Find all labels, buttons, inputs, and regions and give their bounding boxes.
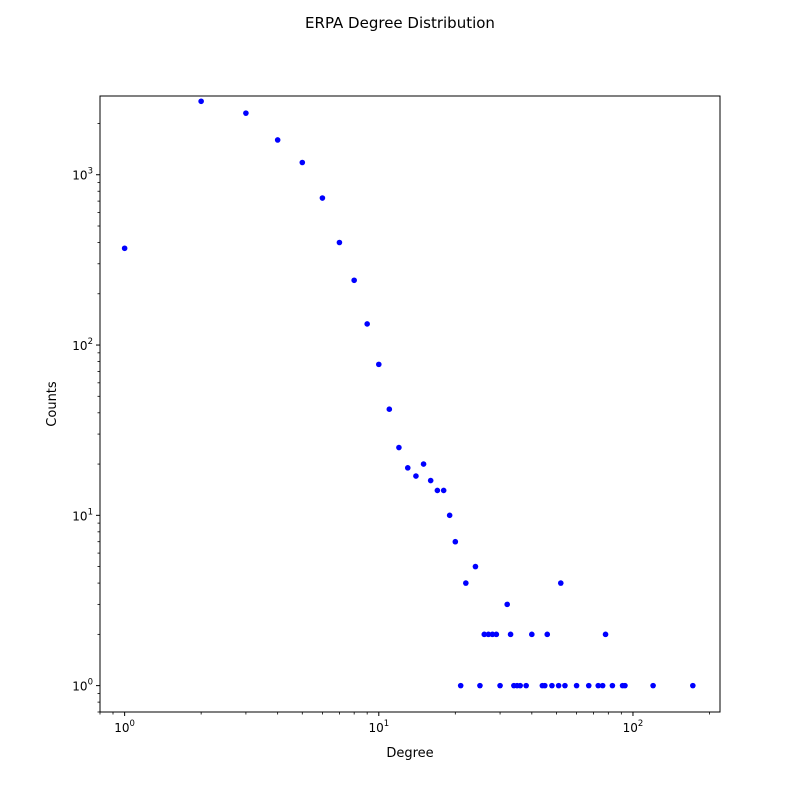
data-point <box>507 631 514 638</box>
data-point <box>472 563 479 570</box>
y-tick-label: 100 <box>72 678 93 694</box>
data-point <box>542 682 548 689</box>
data-point <box>351 277 357 284</box>
plot-area <box>99 95 721 713</box>
data-point <box>555 682 562 689</box>
data-point <box>336 239 343 246</box>
data-point <box>497 682 503 689</box>
x-axis-ticks: 100 101 102 <box>99 712 710 735</box>
data-point <box>446 512 453 519</box>
data-point <box>376 361 382 368</box>
data-point <box>434 487 441 494</box>
data-point <box>557 580 564 586</box>
data-point <box>364 321 370 327</box>
data-point <box>198 98 204 105</box>
data-point <box>562 682 568 689</box>
data-point <box>457 682 464 689</box>
data-point <box>529 631 535 638</box>
data-point <box>544 631 551 638</box>
data-point <box>121 245 128 252</box>
y-axis-ticks: 100 101 102 103 <box>72 123 100 713</box>
data-point <box>243 110 249 116</box>
x-tick-label: 102 <box>623 719 644 735</box>
data-point <box>477 682 483 689</box>
data-point <box>585 682 592 689</box>
y-tick-label: 102 <box>72 337 93 353</box>
chart-title: ERPA Degree Distribution <box>305 14 495 32</box>
data-point <box>463 580 469 586</box>
data-point <box>485 631 492 638</box>
data-point <box>386 406 393 412</box>
data-points <box>121 98 696 689</box>
data-point <box>599 682 606 689</box>
data-point <box>573 682 580 689</box>
data-point <box>504 601 510 608</box>
data-point <box>413 473 419 479</box>
data-point <box>440 487 447 494</box>
data-point <box>523 682 529 689</box>
data-point <box>420 461 427 467</box>
data-point <box>274 137 281 143</box>
data-point <box>493 631 500 638</box>
x-tick-label: 100 <box>114 719 135 735</box>
y-axis-label: Counts <box>45 381 60 427</box>
data-point <box>396 444 402 451</box>
data-point <box>404 465 411 471</box>
x-axis-label: Degree <box>386 746 433 761</box>
data-point <box>549 682 555 689</box>
data-point <box>299 159 306 166</box>
data-point <box>427 477 434 484</box>
y-tick-label: 101 <box>72 507 93 523</box>
data-point <box>319 195 326 201</box>
y-tick-label: 103 <box>72 167 93 183</box>
data-point <box>650 682 656 689</box>
data-point <box>602 631 609 638</box>
data-point <box>517 682 523 689</box>
data-point <box>452 538 459 545</box>
data-point <box>622 682 628 689</box>
data-point <box>595 682 602 689</box>
data-point <box>481 631 488 638</box>
data-point <box>690 682 696 689</box>
data-point <box>489 631 496 638</box>
x-tick-label: 101 <box>368 719 389 735</box>
data-point <box>609 682 616 689</box>
